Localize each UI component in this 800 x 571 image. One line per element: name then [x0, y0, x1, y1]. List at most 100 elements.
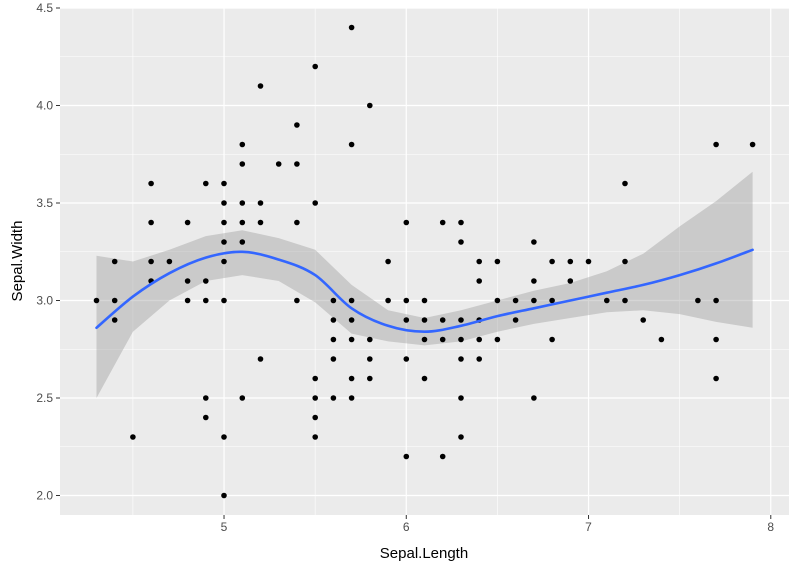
data-point — [640, 317, 646, 323]
data-point — [695, 297, 701, 304]
data-point — [294, 297, 300, 304]
data-point — [330, 356, 337, 362]
data-point — [749, 141, 756, 148]
data-point — [221, 297, 227, 304]
data-point — [93, 297, 100, 304]
data-points — [93, 24, 756, 499]
data-point — [531, 395, 537, 401]
data-point — [403, 297, 410, 304]
data-point — [494, 336, 501, 343]
data-point — [111, 297, 118, 304]
y-tick-label: 3.5 — [36, 196, 53, 210]
y-tick-label: 3.0 — [36, 294, 53, 308]
data-point — [330, 336, 337, 343]
data-point — [312, 414, 319, 421]
data-point — [184, 297, 191, 304]
data-point — [567, 258, 574, 265]
data-point — [294, 122, 300, 128]
data-point — [148, 180, 154, 187]
data-point — [221, 434, 227, 440]
data-point — [385, 258, 391, 265]
y-axis-title: Sepal.Width — [9, 221, 26, 302]
data-point — [458, 219, 464, 226]
data-point — [275, 161, 282, 167]
data-point — [604, 297, 610, 304]
data-point — [458, 395, 464, 401]
data-point — [385, 297, 391, 304]
data-point — [476, 336, 483, 343]
data-point — [294, 219, 300, 226]
data-point — [458, 336, 464, 343]
data-point — [367, 375, 373, 382]
data-point — [494, 297, 501, 304]
data-point — [330, 317, 337, 323]
data-point — [622, 297, 628, 304]
data-point — [239, 395, 246, 401]
confidence-band — [96, 171, 753, 398]
data-point — [257, 200, 264, 206]
data-point — [257, 83, 264, 89]
data-point — [367, 356, 373, 362]
data-point — [184, 219, 191, 226]
x-tick-label: 6 — [403, 520, 410, 534]
data-point — [203, 395, 209, 401]
y-tick-label: 2.5 — [36, 391, 53, 405]
data-point — [166, 258, 173, 265]
data-point — [439, 219, 446, 226]
data-point — [403, 219, 410, 226]
data-point — [713, 141, 719, 148]
data-point — [622, 180, 628, 187]
data-point — [458, 356, 464, 362]
data-point — [257, 356, 264, 362]
confidence-ribbon — [96, 171, 753, 398]
data-point — [476, 258, 483, 265]
data-point — [294, 161, 300, 167]
data-point — [585, 258, 592, 265]
data-point — [203, 414, 209, 421]
x-axis-title: Sepal.Length — [380, 545, 468, 562]
data-point — [458, 434, 464, 440]
data-point — [312, 434, 319, 440]
data-point — [713, 375, 719, 382]
data-point — [403, 356, 410, 362]
data-point — [348, 317, 355, 323]
data-point — [348, 24, 355, 31]
data-point — [512, 297, 519, 304]
data-point — [221, 180, 227, 187]
data-point — [312, 375, 319, 382]
y-tick-label: 4.5 — [36, 1, 53, 15]
data-point — [494, 258, 501, 265]
data-point — [348, 297, 355, 304]
data-point — [348, 336, 355, 343]
data-point — [148, 219, 154, 226]
data-point — [622, 258, 628, 265]
data-point — [531, 239, 537, 245]
data-point — [148, 258, 154, 265]
data-point — [439, 453, 446, 460]
data-point — [221, 258, 227, 265]
data-point — [184, 278, 191, 284]
data-point — [531, 297, 537, 304]
data-point — [312, 63, 319, 70]
data-point — [421, 336, 428, 343]
data-point — [312, 200, 319, 206]
data-point — [221, 239, 227, 245]
data-point — [312, 395, 319, 401]
data-point — [111, 317, 118, 323]
data-point — [458, 317, 464, 323]
data-point — [476, 356, 483, 362]
data-point — [567, 278, 574, 284]
data-point — [239, 200, 246, 206]
data-point — [203, 180, 209, 187]
data-point — [439, 317, 446, 323]
smooth-curve — [95, 248, 754, 334]
data-point — [330, 297, 337, 304]
data-point — [549, 297, 555, 304]
x-tick-label: 5 — [221, 520, 228, 534]
x-tick-label: 7 — [585, 520, 592, 534]
data-point — [203, 297, 209, 304]
data-point — [111, 258, 118, 265]
data-point — [403, 453, 410, 460]
data-point — [531, 278, 537, 284]
